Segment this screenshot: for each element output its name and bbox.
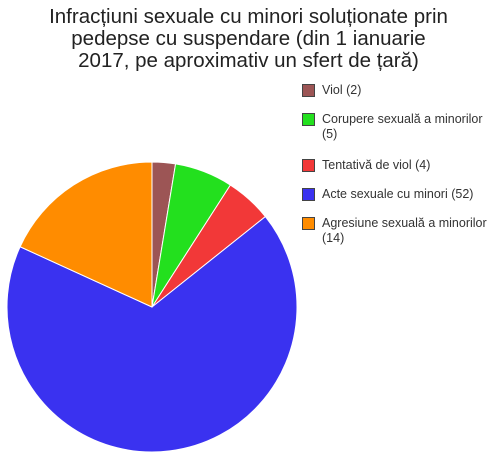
legend-item-agresiune-sexuala[interactable]: Agresiune sexuală a minorilor (14): [302, 216, 487, 246]
pie-slice-3[interactable]: [6, 215, 298, 453]
pie-slice-4[interactable]: [19, 161, 153, 308]
legend-swatch-corupere-sexuala: [302, 113, 315, 126]
chart-title-line-2: pedepse cu suspendare (din 1 ianuarie: [71, 27, 426, 50]
chart-title: Infracțiuni sexuale cu minori soluționat…: [0, 6, 497, 72]
legend-swatch-acte-sexuale: [302, 188, 315, 201]
legend-item-tentativa-de-viol[interactable]: Tentativă de viol (4): [302, 158, 487, 173]
legend-label-viol: Viol (2): [322, 83, 362, 97]
legend-item-acte-sexuale[interactable]: Acte sexuale cu minori (52): [302, 187, 487, 202]
legend-label-tentativa-de-viol: Tentativă de viol (4): [322, 158, 431, 172]
legend-swatch-tentativa-de-viol: [302, 159, 315, 172]
chart-title-line-1: Infracțiuni sexuale cu minori soluționat…: [49, 5, 448, 28]
legend-swatch-agresiune-sexuala: [302, 217, 315, 230]
legend-item-viol[interactable]: Viol (2): [302, 83, 487, 98]
chart-title-line-3: 2017, pe aproximativ un sfert de țară): [78, 49, 419, 72]
legend-label-acte-sexuale: Acte sexuale cu minori (52): [322, 187, 474, 201]
legend-swatch-viol: [302, 84, 315, 97]
legend-label-corupere-sexuala: Corupere sexuală a minorilor (5): [322, 112, 483, 141]
legend-label-agresiune-sexuala: Agresiune sexuală a minorilor (14): [322, 216, 487, 245]
legend-item-corupere-sexuala[interactable]: Corupere sexuală a minorilor (5): [302, 112, 487, 142]
